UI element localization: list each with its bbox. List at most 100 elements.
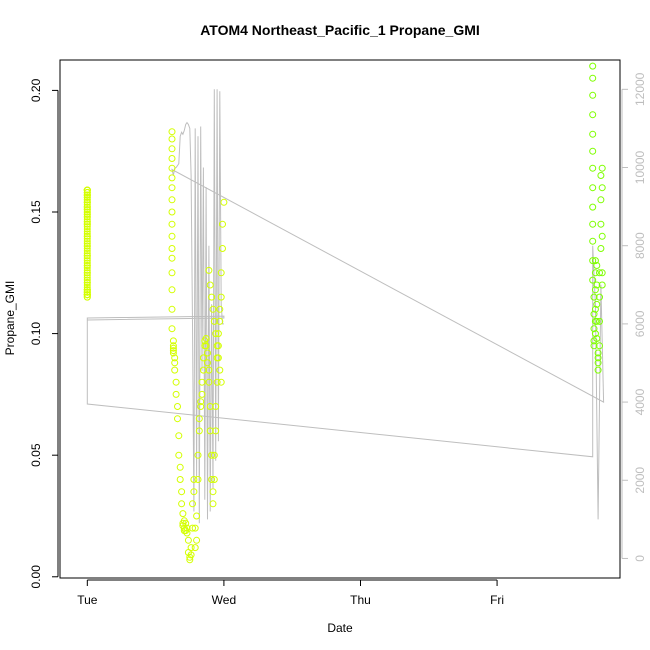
data-point: [596, 342, 603, 350]
data-point: [83, 286, 91, 294]
data-point: [175, 432, 183, 440]
data-point: [83, 276, 91, 284]
data-point: [187, 551, 195, 559]
data-point: [205, 366, 213, 374]
data-point: [591, 257, 599, 265]
data-point: [182, 519, 190, 527]
y2-tick-label: 0: [633, 555, 647, 562]
data-point: [83, 230, 91, 238]
data-point: [172, 390, 180, 398]
data-point: [210, 476, 218, 483]
data-point: [176, 476, 184, 483]
data-point: [83, 252, 91, 260]
data-point: [83, 218, 91, 226]
data-point: [83, 206, 91, 214]
data-point: [216, 305, 224, 313]
data-point: [83, 220, 91, 228]
data-point: [83, 193, 91, 201]
altitude-line: [86, 89, 605, 524]
data-point: [589, 164, 597, 172]
data-point: [83, 264, 91, 272]
y-axis-left: 0.00 0.05 0.10 0.15 0.20: [29, 78, 59, 588]
data-point: [171, 354, 179, 362]
data-point: [597, 196, 605, 204]
data-point: [589, 147, 597, 155]
data-point: [593, 262, 601, 269]
x-axis: Tue Wed Thu Fri: [77, 579, 504, 607]
data-point: [83, 186, 91, 194]
data-point: [589, 111, 597, 119]
data-point: [219, 220, 226, 228]
data-point: [168, 254, 176, 262]
data-point: [220, 198, 228, 206]
data-point: [175, 451, 183, 459]
data-point: [168, 232, 176, 240]
data-point: [169, 344, 177, 352]
data-point: [596, 317, 603, 325]
data-point: [83, 237, 91, 245]
data-point: [179, 510, 187, 518]
data-point: [83, 223, 91, 231]
data-point: [214, 354, 222, 362]
data-point: [593, 317, 601, 325]
data-point: [83, 228, 91, 235]
data-point: [208, 293, 216, 301]
data-point: [205, 378, 213, 386]
data-point: [593, 335, 601, 342]
data-point: [172, 378, 180, 386]
y2-tick-label: 2000: [633, 467, 647, 494]
data-point: [217, 293, 225, 301]
data-point: [168, 305, 176, 313]
data-point: [83, 245, 91, 252]
data-point: [202, 342, 210, 350]
data-point: [83, 279, 91, 286]
data-point: [168, 145, 176, 153]
data-point: [171, 359, 179, 367]
data-point: [83, 232, 91, 240]
data-point: [195, 415, 203, 423]
y-tick-label: 0.05: [29, 443, 43, 467]
y-axis-label: Propane_GMI: [3, 281, 17, 356]
data-point: [178, 500, 186, 508]
data-point: [189, 500, 196, 508]
plot-layer: [83, 62, 606, 564]
data-point: [594, 366, 602, 374]
data-point: [168, 174, 176, 182]
data-point: [209, 500, 217, 508]
data-point: [589, 74, 597, 82]
data-point: [169, 347, 177, 355]
data-point: [83, 254, 91, 262]
data-point: [194, 476, 202, 483]
data-point: [219, 245, 226, 252]
data-point: [83, 257, 91, 265]
data-point: [214, 330, 222, 338]
data-point: [83, 291, 91, 299]
data-point: [83, 271, 91, 279]
data-point: [589, 91, 597, 99]
data-point: [169, 337, 177, 345]
data-point: [174, 403, 181, 410]
data-point: [190, 476, 198, 483]
data-point: [589, 62, 597, 70]
data-point: [190, 488, 198, 496]
data-point: [176, 463, 184, 471]
data-point: [210, 317, 218, 325]
data-point: [209, 488, 217, 496]
data-point: [213, 378, 221, 386]
data-point: [83, 198, 91, 206]
data-point: [184, 536, 192, 544]
y2-tick-label: 8000: [633, 232, 647, 259]
data-point: [83, 281, 91, 289]
data-point: [83, 235, 91, 243]
y-axis-right: 0 2000 4000 6000 8000 10000 12000: [621, 72, 647, 562]
data-point: [168, 155, 176, 162]
y2-tick-label: 4000: [633, 388, 647, 415]
x-axis-label: Date: [327, 621, 353, 635]
data-point: [598, 281, 606, 289]
data-point: [598, 184, 606, 192]
data-point: [83, 208, 91, 216]
data-point: [83, 288, 91, 296]
data-point: [208, 451, 216, 459]
data-point: [174, 415, 181, 423]
